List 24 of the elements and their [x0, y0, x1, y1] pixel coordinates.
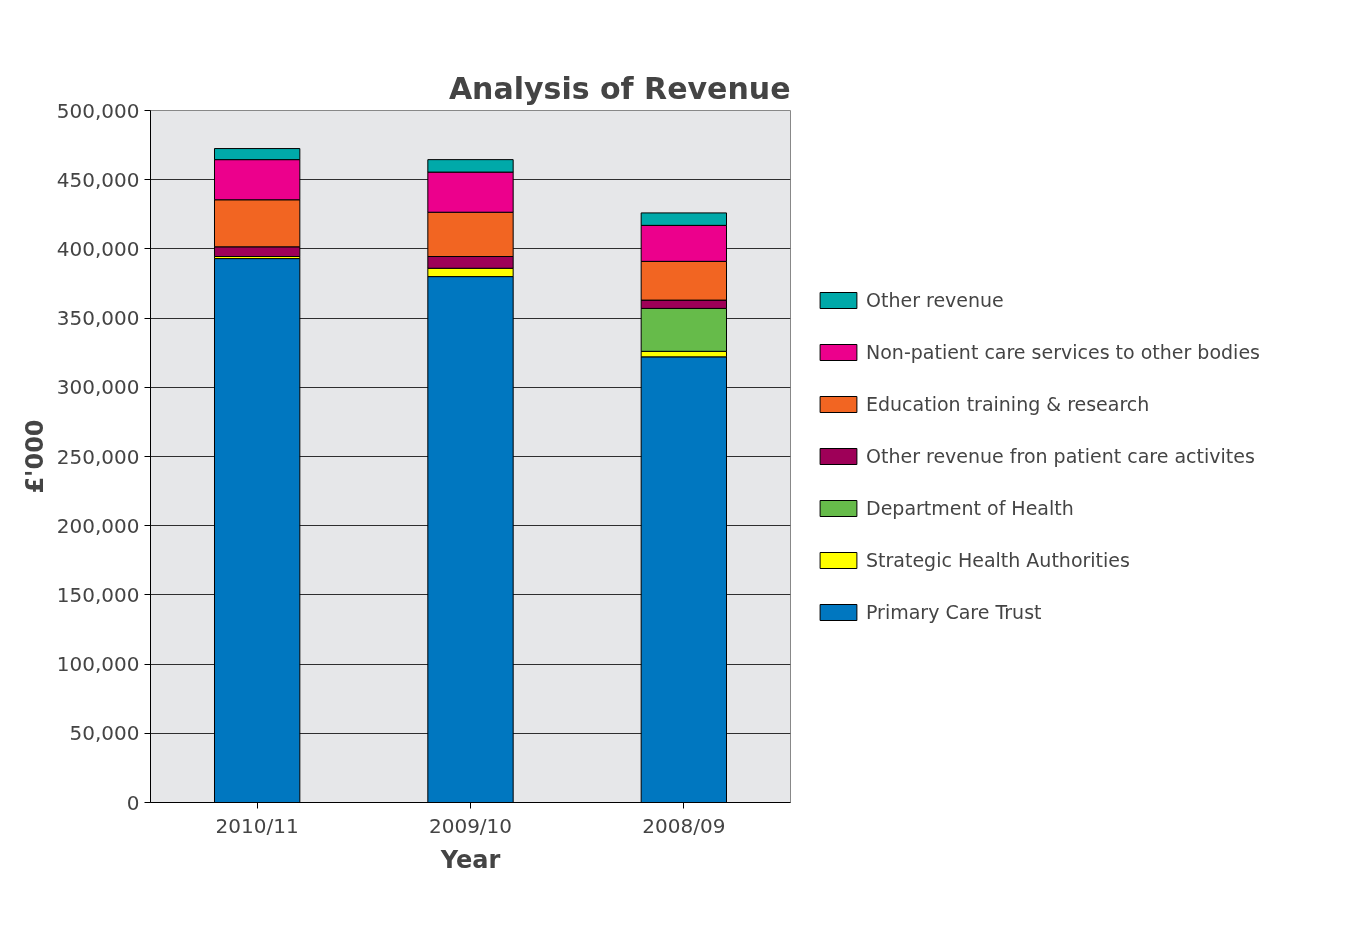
legend-label: Non-patient care services to other bodies — [866, 341, 1260, 363]
y-tick-label: 100,000 — [56, 652, 140, 677]
y-tick-label: 0 — [126, 790, 140, 815]
legend-label: Education training & research — [866, 393, 1150, 415]
y-tick-label: 500,000 — [56, 98, 140, 123]
y-tick-label: 350,000 — [56, 306, 140, 331]
y-tick-label: 200,000 — [56, 513, 140, 538]
y-tick-label: 50,000 — [69, 721, 140, 746]
y-tick-label: 400,000 — [56, 236, 140, 261]
chart-title: Analysis of Revenue — [448, 70, 791, 106]
legend-label: Strategic Health Authorities — [866, 549, 1130, 571]
legend-label: Other revenue — [866, 289, 1004, 311]
y-tick-label: 250,000 — [56, 444, 140, 469]
x-axis-title: Year — [439, 845, 501, 874]
legend-label: Other revenue fron patient care activites — [866, 445, 1255, 467]
x-tick-label: 2010/11 — [215, 813, 299, 838]
y-axis-title: £'000 — [20, 419, 49, 494]
y-tick-label: 450,000 — [56, 167, 140, 192]
legend-label: Primary Care Trust — [866, 601, 1042, 623]
y-tick-label: 300,000 — [56, 375, 140, 400]
x-tick-label: 2008/09 — [642, 813, 726, 838]
y-tick-label: 150,000 — [56, 582, 140, 607]
x-tick-label: 2009/10 — [428, 813, 513, 838]
legend-label: Department of Health — [866, 497, 1074, 519]
